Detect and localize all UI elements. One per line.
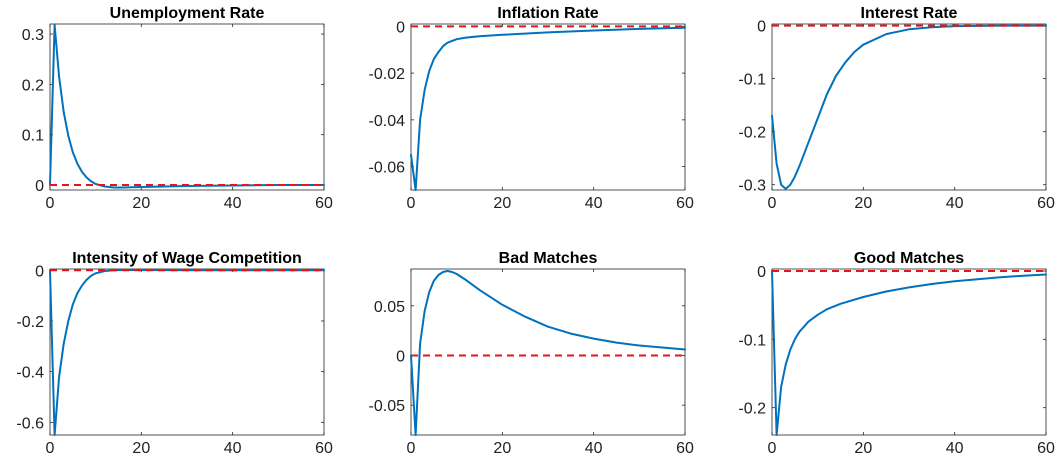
- y-tick-label: -0.02: [369, 66, 406, 83]
- x-tick-label: 0: [768, 195, 777, 212]
- y-tick-label: 0: [396, 19, 405, 36]
- x-tick-label: 60: [676, 195, 694, 212]
- y-tick-label: -0.2: [16, 314, 44, 331]
- subplot-6: 0 20 40 60 -0.2 -0.1 0 Good Matches: [738, 250, 1055, 457]
- y-tick-label: 0.1: [22, 128, 44, 145]
- subplot-title: Unemployment Rate: [110, 5, 265, 22]
- y-tick-label: -0.1: [738, 332, 766, 349]
- x-tick-label: 0: [407, 195, 416, 212]
- subplot-2: 0 20 40 60 -0.06 -0.04 -0.02 0 Inflation Rate: [369, 5, 694, 212]
- y-tick-label: 0: [757, 264, 766, 281]
- y-tick-label: -0.4: [16, 365, 44, 382]
- y-tick-label: -0.1: [738, 72, 766, 89]
- subplot-title: Inflation Rate: [497, 5, 598, 22]
- x-tick-label: 20: [854, 440, 872, 457]
- subplot-3: 0 20 40 60 -0.3 -0.2 -0.1 0 Interest Rate: [738, 5, 1055, 212]
- x-tick-label: 0: [46, 195, 55, 212]
- axes-frame: [771, 268, 1047, 436]
- axes-frame: [49, 23, 325, 191]
- x-tick-label: 60: [1037, 440, 1055, 457]
- response-line: [771, 24, 1047, 190]
- y-tick-label: -0.3: [738, 178, 766, 195]
- y-tick-label: -0.2: [738, 401, 766, 418]
- x-tick-label: 20: [132, 195, 150, 212]
- response-line: [410, 270, 686, 436]
- x-tick-label: 0: [46, 440, 55, 457]
- y-tick-label: 0: [35, 263, 44, 280]
- x-tick-label: 60: [676, 440, 694, 457]
- subplot-5: 0 20 40 60 -0.05 0 0.05 Bad Matches: [369, 250, 694, 457]
- y-tick-label: -0.06: [369, 160, 406, 177]
- axes-frame: [49, 268, 325, 436]
- x-tick-label: 20: [132, 440, 150, 457]
- subplot-4: 0 20 40 60 -0.6 -0.4 -0.2 0 Intensity of Wage Co…: [16, 250, 333, 457]
- x-tick-label: 40: [585, 440, 603, 457]
- x-tick-label: 20: [493, 195, 511, 212]
- axes-frame: [771, 23, 1047, 191]
- y-tick-label: 0: [757, 19, 766, 36]
- subplot-title: Interest Rate: [861, 5, 958, 22]
- y-tick-label: -0.2: [738, 125, 766, 142]
- x-tick-label: 20: [493, 440, 511, 457]
- x-tick-label: 20: [854, 195, 872, 212]
- y-tick-label: 0.2: [22, 77, 44, 94]
- y-tick-label: 0: [396, 348, 405, 365]
- x-tick-label: 40: [585, 195, 603, 212]
- x-tick-label: 60: [315, 440, 333, 457]
- x-tick-label: 0: [407, 440, 416, 457]
- response-line: [410, 26, 686, 191]
- y-tick-label: 0: [35, 178, 44, 195]
- response-line: [771, 270, 1047, 436]
- axes-frame: [410, 23, 686, 191]
- x-tick-label: 60: [315, 195, 333, 212]
- y-tick-label: -0.05: [369, 398, 406, 415]
- x-tick-label: 40: [224, 440, 242, 457]
- y-tick-label: -0.6: [16, 415, 44, 432]
- subplot-1: 0 20 40 60 0 0.1 0.2 0.3 Unemployment Rate: [22, 5, 333, 212]
- axes-frame: [410, 268, 686, 436]
- x-tick-label: 60: [1037, 195, 1055, 212]
- x-tick-label: 40: [946, 195, 964, 212]
- subplot-title: Good Matches: [854, 250, 964, 267]
- x-tick-label: 40: [224, 195, 242, 212]
- x-tick-label: 40: [946, 440, 964, 457]
- response-line: [49, 24, 325, 189]
- y-tick-label: 0.3: [22, 27, 44, 44]
- y-tick-label: 0.05: [374, 299, 405, 316]
- x-tick-label: 0: [768, 440, 777, 457]
- subplot-title: Bad Matches: [499, 250, 598, 267]
- subplot-title: Intensity of Wage Competition: [72, 250, 302, 267]
- y-tick-label: -0.04: [369, 113, 406, 130]
- response-line: [49, 269, 325, 436]
